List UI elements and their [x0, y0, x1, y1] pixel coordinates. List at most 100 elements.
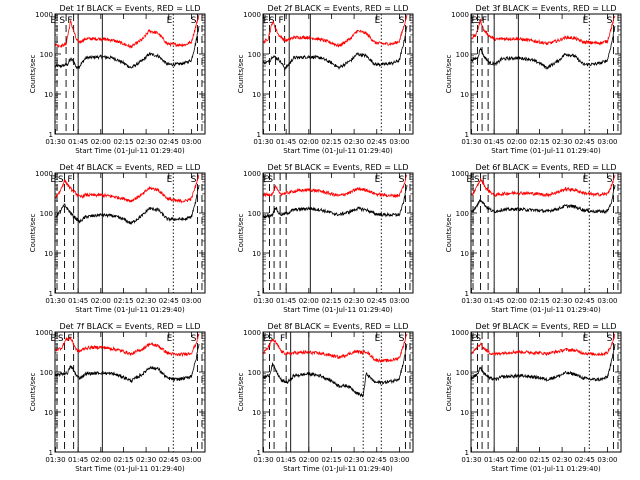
- event-marker-label: E: [375, 16, 381, 26]
- series-line-events: [471, 343, 616, 383]
- series-line-events: [55, 184, 200, 225]
- x-tick-label: 02:15: [113, 297, 133, 305]
- y-tick-label: 100: [40, 51, 53, 59]
- event-marker-label: E: [471, 334, 477, 344]
- series-line-lld: [471, 333, 616, 357]
- chart-panel-1: Det 1f BLACK = Events, RED = LLD 1 10 100 10…: [29, 4, 206, 155]
- y-tick-label: 1: [257, 131, 261, 139]
- event-marker-label: S: [58, 175, 64, 185]
- y-axis-label: Counts/sec: [237, 373, 245, 412]
- event-marker-label: E: [263, 16, 269, 26]
- series-line-events: [471, 25, 616, 70]
- x-tick-label: 02:45: [367, 456, 387, 464]
- series-line-events: [263, 184, 408, 219]
- x-tick-label: 03:00: [389, 297, 409, 305]
- y-axis-label: Counts/sec: [237, 214, 245, 253]
- x-axis-label: Start Time (01-Jul-11 01:29:40): [491, 306, 601, 314]
- chart-panel-2: Det 2f BLACK = Events, RED = LLD 1 10 100 10…: [237, 4, 414, 155]
- plot-frame: [262, 13, 414, 135]
- event-marker-label: S: [399, 16, 405, 26]
- y-tick-label: 1: [49, 290, 53, 298]
- x-tick-label: 02:45: [575, 456, 595, 464]
- y-axis-label: Counts/sec: [29, 373, 37, 412]
- y-tick-label: 100: [456, 51, 469, 59]
- event-marker-label: S: [267, 334, 273, 344]
- chart-title: Det 8f BLACK = Events, RED = LLD: [267, 322, 408, 331]
- y-tick-label: 100: [248, 369, 261, 377]
- x-tick-label: 01:30: [45, 297, 65, 305]
- chart-title: Det 9f BLACK = Events, RED = LLD: [475, 322, 616, 331]
- chart-title: Det 3f BLACK = Events, RED = LLD: [475, 4, 616, 13]
- x-tick-label: 01:45: [68, 297, 88, 305]
- series-line-lld: [263, 174, 408, 199]
- y-axis-label: Counts/sec: [237, 55, 245, 94]
- series-line-events: [55, 25, 200, 70]
- x-tick-label: 02:00: [507, 456, 527, 464]
- y-tick-label: 10: [252, 91, 261, 99]
- event-marker-label: F: [67, 175, 72, 185]
- event-marker-label: E: [263, 334, 269, 344]
- x-tick-label: 03:00: [597, 138, 617, 146]
- event-marker-label: E: [583, 16, 589, 26]
- event-marker-label: S: [191, 16, 197, 26]
- x-tick-label: 01:30: [461, 138, 481, 146]
- y-tick-label: 1: [465, 131, 469, 139]
- y-axis-label: Counts/sec: [445, 55, 453, 94]
- series-line-lld: [55, 333, 200, 358]
- x-tick-label: 02:00: [91, 456, 111, 464]
- x-axis-label: Start Time (01-Jul-11 01:29:40): [75, 147, 185, 155]
- x-tick-label: 02:30: [136, 297, 156, 305]
- y-tick-label: 10: [44, 91, 53, 99]
- y-axis-label: Counts/sec: [29, 55, 37, 94]
- y-tick-label: 100: [456, 369, 469, 377]
- x-tick-label: 02:00: [299, 297, 319, 305]
- chart-title: Det 7f BLACK = Events, RED = LLD: [59, 322, 200, 331]
- event-marker-label: E: [375, 334, 381, 344]
- x-tick-label: 01:45: [68, 138, 88, 146]
- x-axis-label: Start Time (01-Jul-11 01:29:40): [491, 465, 601, 473]
- x-tick-label: 02:15: [321, 456, 341, 464]
- chart-panel-7: Det 7f BLACK = Events, RED = LLD 1 10 100 10…: [29, 322, 206, 473]
- x-tick-label: 01:45: [484, 138, 504, 146]
- series-line-lld: [263, 14, 408, 48]
- x-tick-label: 01:45: [484, 456, 504, 464]
- y-tick-label: 1: [49, 131, 53, 139]
- event-marker-label: S: [191, 175, 197, 185]
- x-tick-label: 02:15: [529, 456, 549, 464]
- y-tick-label: 1: [465, 449, 469, 457]
- y-tick-label: 1000: [243, 329, 261, 337]
- plot-frame: [262, 331, 414, 453]
- y-tick-label: 10: [44, 409, 53, 417]
- plot-frame: [470, 331, 622, 453]
- x-axis-label: Start Time (01-Jul-11 01:29:40): [75, 306, 185, 314]
- x-tick-label: 01:45: [276, 456, 296, 464]
- y-tick-label: 10: [252, 250, 261, 258]
- chart-title: Det 1f BLACK = Events, RED = LLD: [59, 4, 200, 13]
- y-tick-label: 1000: [451, 11, 469, 19]
- y-tick-label: 1000: [35, 329, 53, 337]
- x-axis-label: Start Time (01-Jul-11 01:29:40): [283, 465, 393, 473]
- chart-title: Det 5f BLACK = Events, RED = LLD: [267, 163, 408, 172]
- plot-frame: [54, 331, 206, 453]
- x-tick-label: 03:00: [181, 456, 201, 464]
- x-tick-label: 02:45: [367, 297, 387, 305]
- event-marker-label: S: [475, 334, 481, 344]
- x-tick-label: 03:00: [181, 138, 201, 146]
- y-tick-label: 10: [460, 250, 469, 258]
- event-marker-label: S: [474, 175, 480, 185]
- x-tick-label: 02:45: [575, 297, 595, 305]
- y-tick-label: 100: [248, 51, 261, 59]
- series-line-lld: [263, 333, 408, 364]
- y-tick-label: 10: [44, 250, 53, 258]
- x-tick-label: 01:30: [45, 138, 65, 146]
- x-tick-label: 02:45: [159, 138, 179, 146]
- event-marker-label: S: [267, 175, 273, 185]
- series-line-events: [263, 343, 408, 398]
- x-tick-label: 02:30: [136, 456, 156, 464]
- x-tick-label: 01:45: [484, 297, 504, 305]
- y-tick-label: 1: [465, 290, 469, 298]
- x-tick-label: 02:30: [344, 456, 364, 464]
- event-marker-label: E: [471, 16, 477, 26]
- x-tick-label: 01:30: [461, 456, 481, 464]
